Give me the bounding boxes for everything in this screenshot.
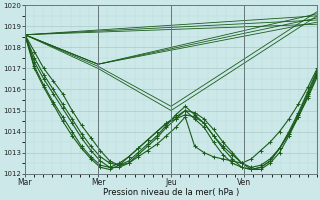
X-axis label: Pression niveau de la mer( hPa ): Pression niveau de la mer( hPa ) xyxy=(103,188,239,197)
